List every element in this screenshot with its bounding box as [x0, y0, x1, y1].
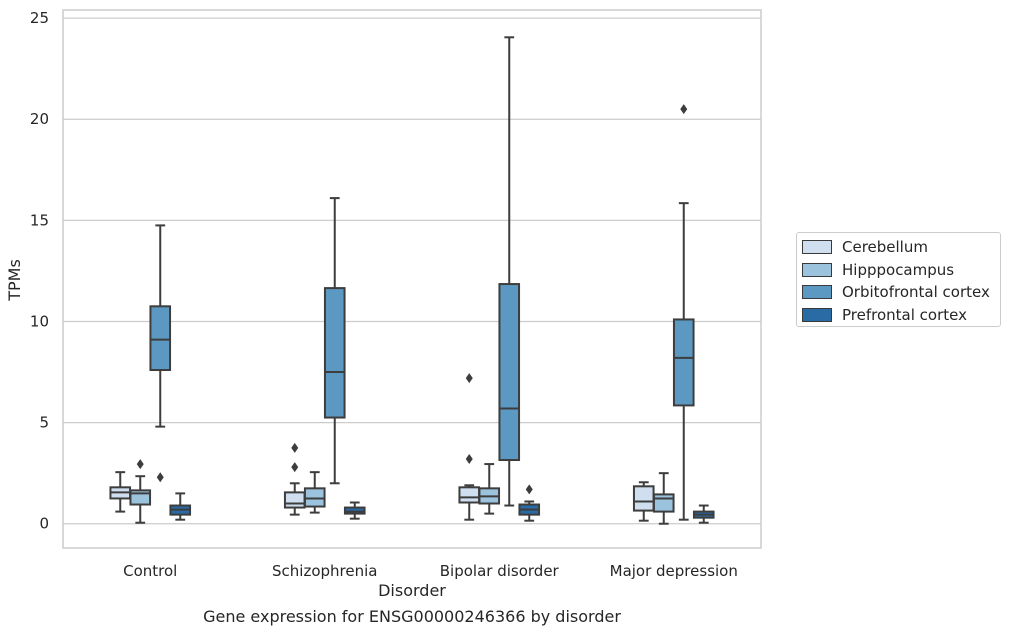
- axes: 0 5 10 15 20 25 Control Schizophrenia Bipolar di…: [30, 9, 762, 580]
- outlier-point: [680, 104, 688, 115]
- box-2-0: [149, 305, 172, 372]
- box-2-2: [498, 283, 521, 462]
- legend-label: Cerebellum: [842, 238, 928, 257]
- box-2-3: [672, 318, 695, 407]
- legend-item: Prefrontal cortex: [802, 304, 1000, 327]
- outlier-point: [156, 472, 164, 483]
- outlier-point: [291, 442, 299, 453]
- legend-label: Hipppocampus: [842, 260, 955, 279]
- box-0-1: [283, 491, 306, 509]
- box-1-3: [652, 493, 675, 513]
- y-tick-label: 0: [39, 515, 49, 533]
- x-tick-label: Bipolar disorder: [440, 562, 560, 580]
- legend-item: Orbitofrontal cortex: [802, 281, 1000, 304]
- plot-frame: [62, 9, 762, 549]
- boxes: [109, 36, 715, 525]
- box-3-1: [343, 506, 366, 515]
- legend-swatch: [802, 307, 832, 322]
- x-tick-label: Schizophrenia: [272, 562, 377, 580]
- box-2-1: [323, 287, 346, 419]
- y-tick-label: 25: [30, 9, 49, 27]
- outlier-point: [465, 373, 473, 384]
- y-tick-label: 20: [30, 110, 49, 128]
- y-tick-label: 10: [30, 312, 49, 330]
- chart-title: Gene expression for ENSG00000246366 by d…: [203, 607, 621, 626]
- x-axis-label: Disorder: [378, 581, 446, 600]
- box-0-2: [458, 486, 481, 504]
- legend-label: Prefrontal cortex: [842, 305, 967, 324]
- y-axis-label: TPMs: [5, 259, 24, 302]
- legend-label: Orbitofrontal cortex: [842, 283, 990, 302]
- x-tick-label: Control: [123, 562, 177, 580]
- legend-swatch: [802, 240, 832, 255]
- grid: [63, 17, 761, 525]
- legend-swatch: [802, 285, 832, 300]
- x-tick-label: Major depression: [610, 562, 738, 580]
- box-1-1: [303, 487, 326, 508]
- y-tick-label: 15: [30, 211, 49, 229]
- legend-item: Hipppocampus: [802, 259, 1000, 282]
- legend-item: Cerebellum: [802, 236, 1000, 259]
- outlier-point: [465, 454, 473, 465]
- outlier-point: [291, 462, 299, 473]
- outlier-point: [525, 484, 533, 495]
- y-tick-label: 5: [39, 414, 49, 432]
- outlier-point: [136, 459, 144, 470]
- legend: Cerebellum Hipppocampus Orbitofrontal co…: [796, 232, 1001, 327]
- legend-swatch: [802, 262, 832, 277]
- box-0-3: [632, 485, 655, 512]
